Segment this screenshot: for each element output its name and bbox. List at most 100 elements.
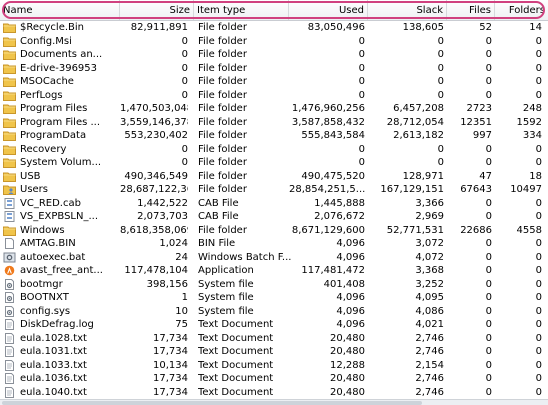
size-cell: 0 bbox=[181, 49, 188, 60]
name-cell[interactable]: bootmgr bbox=[3, 278, 118, 291]
name-cell[interactable]: MSOCache bbox=[3, 75, 118, 88]
slack-cell: 0 bbox=[437, 35, 444, 47]
name-cell[interactable]: Documents an... bbox=[3, 48, 118, 61]
table-row[interactable]: bootmgr 398,156 System file 401,408 3,252 0 0 bbox=[0, 278, 548, 291]
slack-cell: 0 bbox=[437, 157, 444, 168]
column-header-used[interactable]: Used bbox=[289, 0, 368, 20]
table-row[interactable]: $Recycle.Bin 82,911,891 File folder 83,050,… bbox=[0, 21, 548, 34]
table-row[interactable]: BOOTNXT 1 System file 4,096 4,095 0 0 bbox=[0, 291, 548, 304]
item-name: avast_free_ant... bbox=[20, 265, 103, 276]
table-row[interactable]: Documents an... 0 File folder 0 0 0 0 bbox=[0, 48, 548, 61]
column-header-folders[interactable]: Folders bbox=[508, 5, 545, 16]
size-cell: 0 bbox=[181, 89, 188, 101]
size-cell: 10,134 bbox=[153, 359, 188, 371]
folder-icon bbox=[3, 76, 16, 87]
table-row[interactable]: eula.1040.txt 17,734 Text Document 20,480 2,… bbox=[0, 386, 548, 399]
column-header-size[interactable]: Size bbox=[120, 0, 194, 20]
table-row[interactable]: AMTAG.BIN 1,024 BIN File 4,096 3,072 0 0 bbox=[0, 237, 548, 250]
name-cell[interactable]: System Volum... bbox=[3, 156, 118, 169]
table-row[interactable]: VC_RED.cab 1,442,522 CAB File 1,445,888 3,36… bbox=[0, 197, 548, 210]
size-cell: 24 bbox=[175, 251, 188, 263]
used-cell: 490,475,520 bbox=[301, 170, 365, 182]
table-row[interactable]: autoexec.bat 24 Windows Batch F... 4,096 4,0… bbox=[0, 251, 548, 264]
column-header-files[interactable]: Files bbox=[447, 0, 495, 20]
used-cell: 0 bbox=[358, 62, 365, 74]
table-row[interactable]: PerfLogs 0 File folder 0 0 0 0 bbox=[0, 89, 548, 102]
item-name: E-drive-396953 bbox=[20, 62, 98, 74]
name-cell[interactable]: eula.1040.txt bbox=[3, 386, 118, 399]
name-cell[interactable]: Recovery bbox=[3, 143, 118, 156]
name-cell[interactable]: BOOTNXT bbox=[3, 291, 118, 304]
table-row[interactable]: ProgramData 553,230,402 File folder 555,843… bbox=[0, 129, 548, 142]
table-row[interactable]: DiskDefrag.log 75 Text Document 4,096 4,021 0… bbox=[0, 318, 548, 331]
size-cell: 553,230,402 bbox=[124, 130, 188, 141]
table-row[interactable]: Users 28,687,122,369 File folder 28,854,251… bbox=[0, 183, 548, 196]
name-cell[interactable]: AMTAG.BIN bbox=[3, 237, 118, 250]
column-header-slack[interactable]: Slack bbox=[368, 0, 447, 20]
name-cell[interactable]: ProgramData bbox=[3, 129, 118, 142]
item-type-cell: BIN File bbox=[198, 238, 236, 249]
item-name: System Volum... bbox=[20, 157, 102, 168]
table-row[interactable]: Recovery 0 File folder 0 0 0 0 bbox=[0, 143, 548, 156]
name-cell[interactable]: Config.Msi bbox=[3, 35, 118, 48]
table-row[interactable]: VS_EXPBSLN_... 2,073,703 CAB File 2,076,672… bbox=[0, 210, 548, 223]
name-cell[interactable]: eula.1028.txt bbox=[3, 332, 118, 345]
slack-cell: 138,605 bbox=[402, 22, 444, 33]
item-name: eula.1036.txt bbox=[20, 373, 87, 384]
name-cell[interactable]: Program Files bbox=[3, 102, 118, 115]
table-row[interactable]: eula.1033.txt 10,134 Text Document 12,288 2,… bbox=[0, 359, 548, 372]
files-cell: 0 bbox=[485, 292, 492, 303]
used-cell: 3,587,858,432 bbox=[291, 116, 365, 128]
name-cell[interactable]: PerfLogs bbox=[3, 89, 118, 102]
size-cell: 17,734 bbox=[153, 373, 188, 384]
name-cell[interactable]: VS_EXPBSLN_... bbox=[3, 210, 118, 223]
name-cell[interactable]: Program Files ... bbox=[3, 116, 118, 129]
horizontal-scrollbar[interactable] bbox=[0, 399, 548, 405]
name-cell[interactable]: $Recycle.Bin bbox=[3, 21, 118, 34]
item-type-cell: Text Document bbox=[198, 386, 274, 398]
table-row[interactable]: config.sys 10 System file 4,096 4,086 0 0 bbox=[0, 305, 548, 318]
used-cell: 4,096 bbox=[336, 238, 365, 249]
column-header-item-type[interactable]: Item type bbox=[194, 0, 289, 20]
table-row[interactable]: Windows 8,618,358,069 File folder 8,671,129… bbox=[0, 224, 548, 237]
name-cell[interactable]: autoexec.bat bbox=[3, 251, 118, 264]
folders-cell: 0 bbox=[535, 35, 542, 47]
column-header-name[interactable]: Name bbox=[0, 0, 120, 20]
name-cell[interactable]: Windows bbox=[3, 224, 118, 237]
name-cell[interactable]: E-drive-396953 bbox=[3, 62, 118, 75]
table-row[interactable]: E-drive-396953 0 File folder 0 0 0 0 bbox=[0, 62, 548, 75]
name-cell[interactable]: DiskDefrag.log bbox=[3, 318, 118, 331]
name-cell[interactable]: eula.1031.txt bbox=[3, 345, 118, 358]
table-row[interactable]: System Volum... 0 File folder 0 0 0 0 bbox=[0, 156, 548, 169]
files-cell: 0 bbox=[485, 251, 492, 263]
table-row[interactable]: Program Files ... 3,559,146,378 File folde… bbox=[0, 116, 548, 129]
table-row[interactable]: eula.1028.txt 17,734 Text Document 20,480 2,… bbox=[0, 332, 548, 345]
slack-cell: 4,086 bbox=[415, 305, 444, 317]
table-row[interactable]: eula.1036.txt 17,734 Text Document 20,480 2,… bbox=[0, 372, 548, 385]
table-row[interactable]: Program Files 1,470,503,048 File folder 1,4… bbox=[0, 102, 548, 115]
item-type-cell: System file bbox=[198, 292, 254, 303]
files-cell: 47 bbox=[479, 170, 492, 182]
table-row[interactable]: MSOCache 0 File folder 0 0 0 0 bbox=[0, 75, 548, 88]
size-cell: 17,734 bbox=[153, 386, 188, 398]
name-cell[interactable]: eula.1036.txt bbox=[3, 372, 118, 385]
slack-cell: 0 bbox=[437, 89, 444, 101]
item-name: BOOTNXT bbox=[20, 292, 69, 303]
table-row[interactable]: Config.Msi 0 File folder 0 0 0 0 bbox=[0, 35, 548, 48]
horizontal-scrollbar-thumb[interactable] bbox=[2, 401, 422, 405]
name-cell[interactable]: Users bbox=[3, 183, 118, 196]
file-icon bbox=[3, 238, 16, 249]
name-cell[interactable]: VC_RED.cab bbox=[3, 197, 118, 210]
table-row[interactable]: eula.1031.txt 17,734 Text Document 20,480 2,… bbox=[0, 345, 548, 358]
table-row[interactable]: avast_free_ant... 117,478,104 Application 1… bbox=[0, 264, 548, 277]
name-cell[interactable]: USB bbox=[3, 170, 118, 183]
name-cell[interactable]: eula.1033.txt bbox=[3, 359, 118, 372]
table-row[interactable]: USB 490,346,549 File folder 490,475,520 128,… bbox=[0, 170, 548, 183]
column-header-row: Name Size Item type Used Slack Files Fol… bbox=[0, 0, 548, 21]
name-cell[interactable]: config.sys bbox=[3, 305, 118, 318]
name-cell[interactable]: avast_free_ant... bbox=[3, 264, 118, 277]
files-cell: 12351 bbox=[460, 116, 492, 128]
item-type-cell: Text Document bbox=[198, 373, 274, 384]
item-type-cell: System file bbox=[198, 305, 254, 317]
size-cell: 0 bbox=[181, 62, 188, 74]
